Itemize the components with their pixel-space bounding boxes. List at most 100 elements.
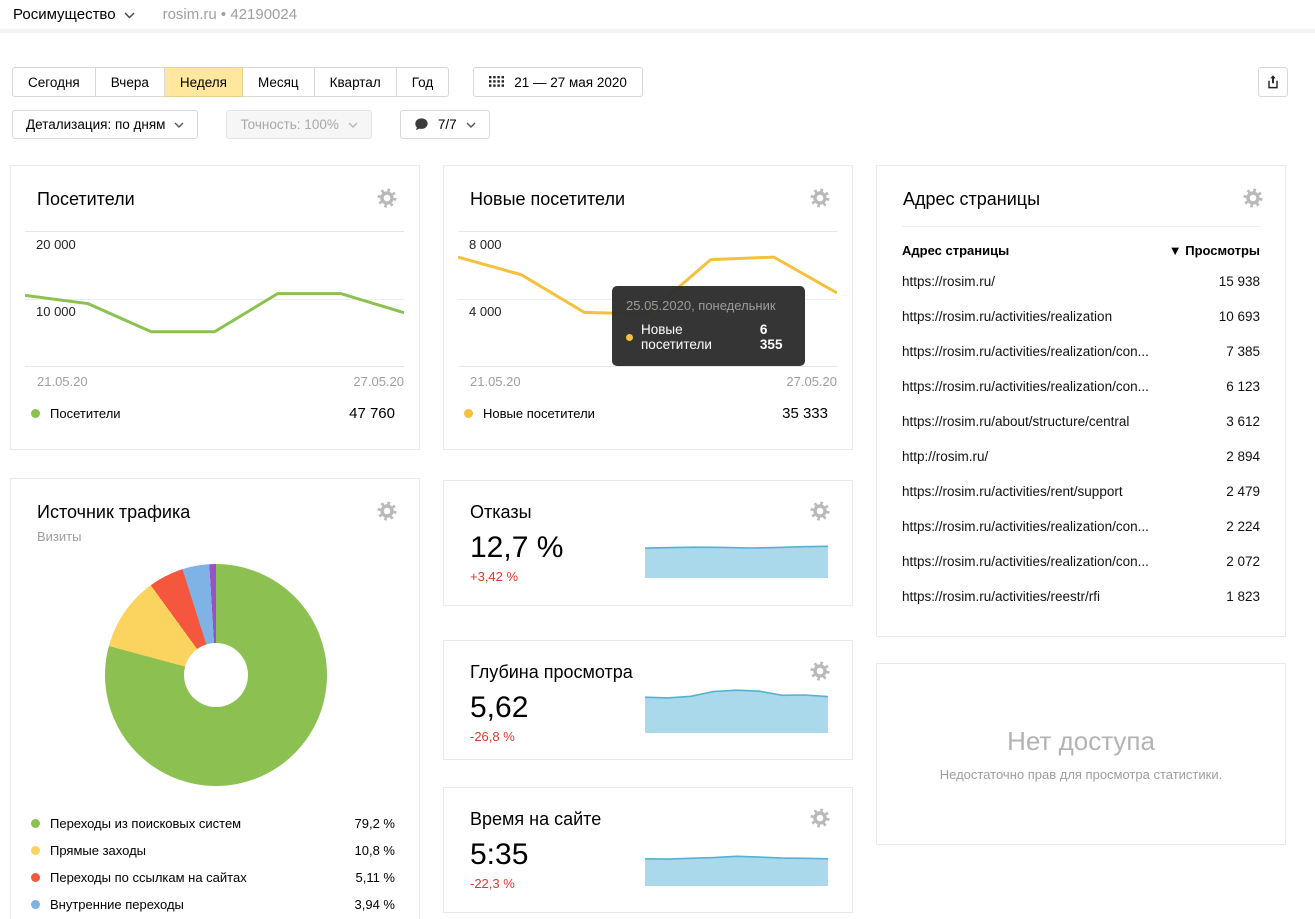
accuracy-dropdown[interactable]: Точность: 100% xyxy=(226,110,372,139)
legend-dot xyxy=(31,900,40,909)
page-url[interactable]: https://rosim.ru/activities/realization/… xyxy=(902,379,1149,394)
counter-selector[interactable]: Росимущество xyxy=(13,6,135,23)
page-url[interactable]: https://rosim.ru/activities/reestr/rfi xyxy=(902,589,1101,604)
gear-icon[interactable] xyxy=(810,808,830,828)
metric-delta: -22,3 % xyxy=(470,876,515,891)
column-header-views-sorted[interactable]: ▼ Просмотры xyxy=(1168,243,1260,258)
time-on-site-sparkline[interactable] xyxy=(644,853,829,886)
legend-label: Переходы из поисковых систем xyxy=(50,816,242,831)
url-table-row: https://rosim.ru/activities/realization/… xyxy=(902,544,1260,579)
gear-icon[interactable] xyxy=(810,188,830,208)
widget-title: Время на сайте xyxy=(470,809,602,829)
chevron-down-icon xyxy=(174,122,184,128)
comments-label: 7/7 xyxy=(437,117,457,132)
legend-row: Посетители 47 760 xyxy=(31,405,395,422)
gear-icon[interactable] xyxy=(377,188,397,208)
legend-value: 79,2 % xyxy=(354,816,395,831)
url-table-row: https://rosim.ru/activities/reestr/rfi 1 … xyxy=(902,579,1260,614)
x-axis-end: 27.05.20 xyxy=(353,374,404,389)
detail-label: Детализация: по дням xyxy=(26,117,166,132)
traffic-source-legend-row: Внутренние переходы 3,94 % xyxy=(31,891,395,918)
view-depth-widget: Глубина просмотра 5,62 -26,8 % xyxy=(443,640,853,760)
traffic-source-pie-chart[interactable] xyxy=(105,564,327,786)
visitors-widget: Посетители 20 000 10 000 21.05.20 27.05.… xyxy=(10,165,420,450)
accuracy-label: Точность: 100% xyxy=(240,117,339,132)
gear-icon[interactable] xyxy=(810,501,830,521)
tooltip-series-dot xyxy=(626,333,633,341)
export-button[interactable] xyxy=(1258,67,1288,97)
widget-title: Отказы xyxy=(470,502,532,522)
x-axis-labels: 21.05.20 27.05.20 xyxy=(37,374,404,389)
donut-hole xyxy=(184,643,248,707)
period-tab-Сегодня[interactable]: Сегодня xyxy=(12,67,96,97)
page-url[interactable]: https://rosim.ru/activities/realization/… xyxy=(902,344,1149,359)
page-url[interactable]: http://rosim.ru/ xyxy=(902,449,989,464)
no-access-widget: Нет доступа Недостаточно прав для просмо… xyxy=(876,663,1286,845)
url-table-row: http://rosim.ru/2 894 xyxy=(902,439,1260,474)
calendar-grid-icon xyxy=(489,76,505,87)
url-table-row: https://rosim.ru/activities/realization/… xyxy=(902,369,1260,404)
views-count: 6 123 xyxy=(1226,379,1260,394)
gridline xyxy=(25,299,404,300)
export-icon xyxy=(1268,75,1278,89)
metric-value: 12,7 % xyxy=(470,531,564,564)
top-bar: Росимущество rosim.ru • 42190024 xyxy=(0,0,1315,33)
views-count: 2 224 xyxy=(1226,519,1260,534)
period-toolbar: Сегодня Вчера Неделя Месяц Квартал Год 21 — 2… xyxy=(12,67,643,97)
period-tab-Месяц[interactable]: Месяц xyxy=(242,67,315,97)
visitors-chart[interactable]: 20 000 10 000 xyxy=(25,231,404,367)
traffic-source-widget: Источник трафика Визиты Переходы из поис… xyxy=(10,478,420,919)
detail-dropdown[interactable]: Детализация: по дням xyxy=(12,110,199,139)
bounces-sparkline[interactable] xyxy=(644,544,829,578)
widget-title: Новые посетители xyxy=(470,189,626,209)
metric-total: 47 760 xyxy=(349,405,395,422)
page-url[interactable]: https://rosim.ru/activities/rent/support xyxy=(902,484,1123,499)
legend-value: 10,8 % xyxy=(354,843,395,858)
url-table-row: https://rosim.ru/about/structure/central… xyxy=(902,404,1260,439)
chart-tooltip: 25.05.2020, понедельник Новые посетители… xyxy=(612,286,805,366)
page-url[interactable]: https://rosim.ru/ xyxy=(902,274,996,289)
traffic-source-legend-row: Переходы по ссылкам на сайтах 5,11 % xyxy=(31,864,395,891)
column-header-url[interactable]: Адрес страницы xyxy=(902,243,1010,258)
period-tab-Вчера[interactable]: Вчера xyxy=(95,67,165,97)
traffic-source-legend-row: Прямые заходы 10,8 % xyxy=(31,837,395,864)
views-count: 7 385 xyxy=(1226,344,1260,359)
period-tabs: Сегодня Вчера Неделя Месяц Квартал Год xyxy=(12,67,450,97)
widget-title: Источник трафика xyxy=(37,502,191,522)
period-tab-Квартал[interactable]: Квартал xyxy=(314,67,397,97)
legend-label: Внутренние переходы xyxy=(50,897,184,912)
date-range-picker[interactable]: 21 — 27 мая 2020 xyxy=(473,67,643,97)
url-table-row: https://rosim.ru/activities/realization 1… xyxy=(902,299,1260,334)
view-depth-sparkline[interactable] xyxy=(644,687,829,733)
filters-toolbar: Детализация: по дням Точность: 100% 7/7 xyxy=(12,110,490,139)
no-access-subtitle: Недостаточно прав для просмотра статисти… xyxy=(939,767,1223,782)
page-url[interactable]: https://rosim.ru/activities/realization xyxy=(902,309,1113,324)
gear-icon[interactable] xyxy=(810,661,830,681)
gear-icon[interactable] xyxy=(377,501,397,521)
legend-label: Посетители xyxy=(50,406,121,421)
x-axis-start: 21.05.20 xyxy=(470,374,521,389)
x-axis-end: 27.05.20 xyxy=(786,374,837,389)
views-count: 10 693 xyxy=(1218,309,1260,324)
page-url[interactable]: https://rosim.ru/activities/realization/… xyxy=(902,519,1149,534)
url-table-row: https://rosim.ru/activities/realization/… xyxy=(902,334,1260,369)
y-axis-label: 8 000 xyxy=(469,237,502,252)
counter-name: Росимущество xyxy=(13,6,116,23)
legend-dot xyxy=(31,873,40,882)
url-table-row: https://rosim.ru/15 938 xyxy=(902,264,1260,299)
legend-label: Прямые заходы xyxy=(50,843,147,858)
period-tab-Неделя[interactable]: Неделя xyxy=(164,67,243,97)
views-count: 15 938 xyxy=(1218,274,1260,289)
x-axis-start: 21.05.20 xyxy=(37,374,88,389)
legend-row: Новые посетители 35 333 xyxy=(464,405,828,422)
comments-dropdown[interactable]: 7/7 xyxy=(399,110,490,139)
period-tab-Год[interactable]: Год xyxy=(396,67,450,97)
legend-dot xyxy=(464,409,473,418)
y-axis-label: 10 000 xyxy=(36,304,76,319)
page-url[interactable]: https://rosim.ru/about/structure/central xyxy=(902,414,1130,429)
page-url[interactable]: https://rosim.ru/activities/realization/… xyxy=(902,554,1149,569)
gear-icon[interactable] xyxy=(1243,188,1263,208)
views-count: 2 894 xyxy=(1226,449,1260,464)
chevron-down-icon xyxy=(124,12,135,19)
